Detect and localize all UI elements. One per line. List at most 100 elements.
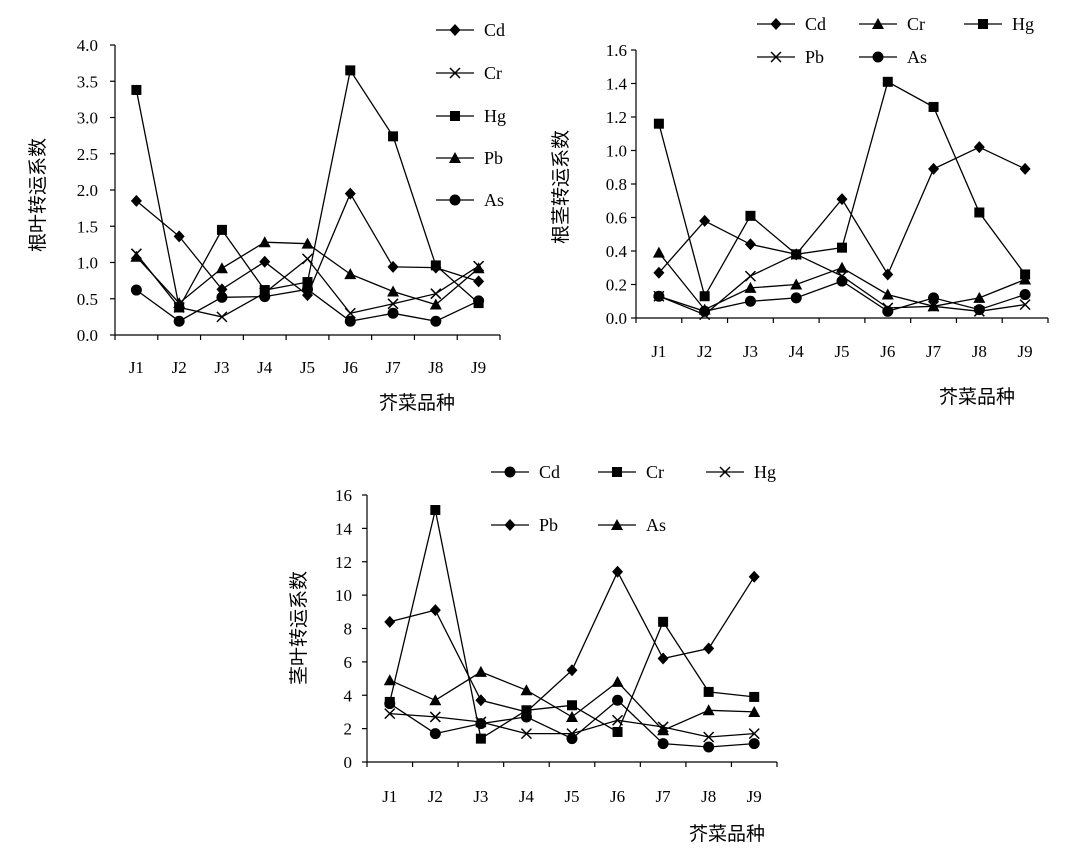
legend-item-cd: Cd — [757, 14, 826, 34]
data-point-cd-j2 — [173, 230, 185, 243]
data-point-as-j8 — [702, 704, 715, 716]
series-line-hg — [135, 68, 480, 310]
data-point-as-j4 — [790, 292, 802, 304]
data-point-pb-j6 — [344, 268, 357, 280]
data-point-cd-j1 — [653, 266, 665, 279]
legend-marker-as — [611, 519, 623, 530]
x-tick-label: J5 — [564, 787, 579, 806]
x-tick-label: J9 — [1018, 342, 1033, 361]
chart-panel-3: 0 2 4 6 8 10 12 14 16 J1 J2 J3 J4 J5 J6 J7 J8 J9 芥菜品种 茎叶转运系… — [288, 462, 778, 845]
data-point-pb-j9 — [748, 570, 760, 583]
x-tick-label: J3 — [214, 358, 229, 377]
data-point-pb-j1 — [384, 615, 396, 628]
legend-marker-cd — [449, 24, 461, 36]
legend-item-pb: Pb — [757, 47, 824, 67]
data-point-cd-j5 — [836, 193, 848, 206]
x-tick-label: J1 — [382, 787, 397, 806]
series-cd — [130, 187, 485, 302]
legend-marker-as — [449, 194, 461, 206]
data-point-cr-j6 — [612, 726, 623, 737]
legend-item-hg: Hg — [436, 106, 506, 126]
data-point-pb-j3 — [215, 262, 228, 274]
y-tick-label: 3.0 — [77, 109, 98, 128]
legend-marker-pb — [770, 51, 782, 63]
y-axis-title: 根茎转运系数 — [550, 130, 572, 244]
legend-label: Cr — [484, 63, 502, 83]
data-point-pb-j7 — [928, 300, 940, 312]
legend-marker-cd — [770, 18, 782, 30]
x-tick-label: J7 — [385, 358, 401, 377]
y-tick-label: 2 — [344, 720, 353, 739]
legend-marker-pb — [449, 152, 461, 163]
data-point-as-j4 — [520, 684, 533, 696]
data-point-pb-j1 — [130, 250, 143, 262]
data-point-pb-j9 — [1019, 299, 1031, 311]
data-point-as-j7 — [387, 307, 399, 319]
y-tick-label: 3.5 — [77, 72, 98, 91]
y-tick-label: 0.0 — [606, 309, 627, 328]
data-point-cr-j5 — [567, 700, 577, 711]
x-tick-label: J8 — [428, 358, 443, 377]
data-point-cd-j8 — [973, 141, 985, 154]
legend-item-hg: Hg — [706, 462, 776, 482]
data-point-as-j9 — [1019, 289, 1031, 301]
legend-label: As — [484, 190, 504, 210]
x-tick-label: J6 — [610, 787, 625, 806]
data-point-hg-j8 — [430, 260, 441, 271]
data-point-cd-j1 — [130, 194, 142, 207]
data-point-as-j7 — [928, 292, 940, 304]
data-point-as-j6 — [882, 305, 894, 317]
data-point-as-j2 — [173, 315, 185, 327]
data-point-hg-j1 — [653, 118, 664, 129]
y-tick-label: 16 — [335, 486, 352, 505]
data-point-hg-j9 — [1020, 269, 1031, 280]
legend-marker-hg — [978, 19, 988, 29]
series-line-cd — [658, 146, 1026, 276]
data-point-as-j2 — [429, 694, 442, 706]
data-point-pb-j2 — [429, 604, 441, 617]
data-point-hg-j9 — [748, 728, 760, 740]
x-tick-label: J1 — [651, 342, 666, 361]
legend-label: Cd — [539, 462, 560, 482]
chart-panel-2: 0.0 0.2 0.4 0.6 0.8 1.0 1.2 1.4 1.6 J1 J2 J3 J4 J5 J6 J… — [550, 14, 1049, 408]
legend-marker-cr — [872, 18, 884, 29]
data-point-pb-j4 — [520, 705, 532, 718]
legend-label: As — [907, 47, 927, 67]
data-point-cd-j7 — [657, 738, 669, 750]
y-tick-label: 1.0 — [77, 254, 98, 273]
data-point-pb-j2 — [173, 297, 186, 309]
data-point-hg-j4 — [259, 285, 270, 296]
data-point-as-j9 — [473, 295, 485, 307]
data-point-cr-j1 — [384, 696, 395, 707]
data-point-cr-j5 — [836, 261, 848, 273]
y-tick-label: 2.0 — [77, 181, 98, 200]
data-point-cd-j2 — [429, 728, 441, 740]
data-point-cr-j3 — [744, 281, 757, 293]
data-point-cr-j2 — [430, 505, 441, 516]
data-point-cr-j8 — [973, 291, 986, 303]
y-tick-label: 14 — [335, 519, 353, 538]
y-tick-label: 0.0 — [77, 326, 98, 345]
data-point-as-j7 — [657, 724, 670, 736]
data-point-as-j4 — [259, 291, 271, 303]
data-point-cd-j3 — [216, 283, 228, 296]
y-tick-label: 10 — [335, 586, 352, 605]
data-point-pb-j3 — [475, 694, 487, 707]
data-point-hg-j6 — [345, 65, 356, 76]
legend-label: Pb — [484, 148, 503, 168]
x-axis-title: 芥菜品种 — [379, 392, 455, 414]
data-point-cd-j6 — [612, 694, 624, 706]
y-tick-label: 6 — [344, 653, 353, 672]
data-point-cd-j8 — [703, 741, 715, 753]
data-point-as-j5 — [836, 275, 848, 287]
data-point-as-j3 — [744, 295, 756, 307]
series-line-pb — [389, 570, 755, 713]
y-tick-label: 1.0 — [606, 142, 627, 161]
legend-marker-hg — [450, 111, 460, 121]
x-tick-label: J3 — [473, 787, 488, 806]
data-point-pb-j4 — [790, 248, 802, 260]
x-tick-label: J8 — [701, 787, 716, 806]
y-tick-label: 1.6 — [606, 41, 627, 60]
data-point-pb-j5 — [566, 664, 578, 677]
legend-marker-cd — [504, 466, 516, 478]
